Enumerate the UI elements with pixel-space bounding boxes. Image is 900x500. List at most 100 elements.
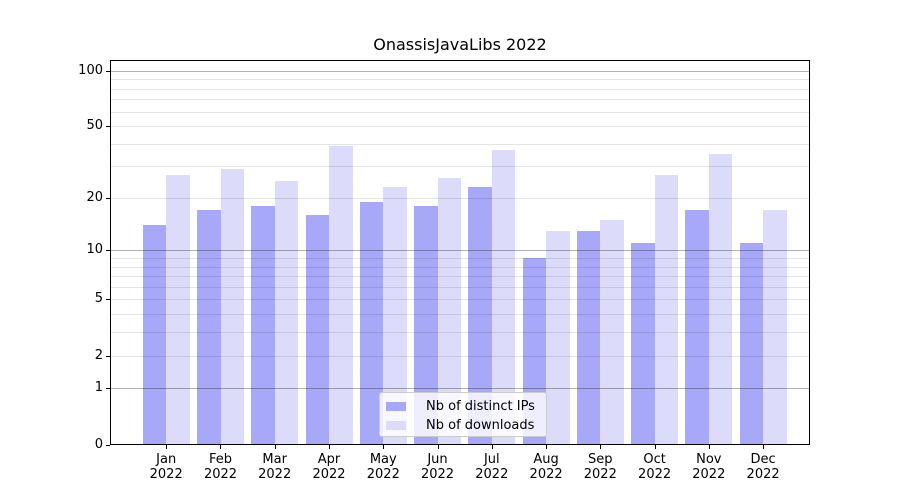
y-tick-mark-1 — [106, 388, 110, 390]
major-gridline-10 — [111, 250, 809, 252]
y-tick-label-5: 5 — [94, 291, 103, 307]
bar-downloads-sep — [600, 219, 624, 444]
x-tick-label-nov: Nov 2022 — [681, 452, 737, 482]
x-tick-mark-oct — [655, 445, 656, 449]
y-tick-label-1: 1 — [94, 380, 103, 396]
bar-downloads-jun — [437, 177, 461, 444]
x-tick-mark-feb — [220, 445, 221, 449]
y-tick-label-100: 100 — [78, 62, 103, 78]
x-tick-mark-jan — [166, 445, 167, 449]
x-tick-year: 2022 — [366, 467, 400, 482]
x-tick-mark-apr — [329, 445, 330, 449]
bar-downloads-jul — [491, 149, 516, 444]
x-tick-month: May — [369, 452, 397, 467]
y-tick-label-2: 2 — [94, 347, 103, 363]
bar-ips-sep — [576, 230, 601, 444]
x-tick-year: 2022 — [312, 467, 346, 482]
x-tick-month: Jan — [156, 452, 177, 467]
y-tick-mark-0 — [106, 444, 110, 446]
legend-row-downloads: Nb of downloads — [386, 416, 546, 435]
x-tick-year: 2022 — [420, 467, 455, 482]
bar-downloads-dec — [763, 210, 787, 444]
minor-gridline-20 — [111, 197, 809, 199]
y-tick-label-20: 20 — [86, 189, 103, 205]
y-tick-mark-50 — [106, 126, 110, 127]
x-tick-mark-dec — [763, 445, 764, 449]
y-tick-label-0: 0 — [94, 436, 103, 452]
bar-downloads-feb — [220, 169, 244, 444]
x-tick-label-jun: Jun 2022 — [410, 452, 466, 482]
x-tick-label-dec: Dec 2022 — [735, 452, 791, 482]
x-tick-label-mar: Mar 2022 — [247, 452, 303, 482]
legend: Nb of distinct IPs Nb of downloads — [379, 392, 547, 437]
bar-ips-mar — [251, 206, 275, 444]
x-tick-mark-nov — [709, 445, 710, 449]
bar-downloads-may — [383, 187, 407, 444]
minor-gridline-90 — [111, 79, 809, 81]
bar-ips-nov — [685, 210, 709, 444]
y-tick-mark-100 — [106, 70, 110, 72]
minor-gridline-4 — [111, 314, 809, 316]
bar-ips-jul — [468, 187, 492, 444]
x-tick-year: 2022 — [149, 467, 183, 482]
minor-gridline-2 — [111, 355, 809, 357]
bar-ips-jan — [142, 225, 167, 444]
x-tick-year: 2022 — [746, 467, 780, 482]
minor-gridline-5 — [111, 299, 809, 301]
x-tick-month: Dec — [750, 452, 776, 467]
x-tick-year: 2022 — [258, 467, 292, 482]
x-tick-month: Sep — [588, 452, 613, 467]
x-tick-mark-sep — [600, 445, 601, 449]
x-tick-label-apr: Apr 2022 — [301, 452, 357, 482]
x-tick-year: 2022 — [203, 467, 238, 482]
minor-gridline-6 — [111, 286, 809, 288]
x-tick-month: Mar — [262, 452, 287, 467]
bar-downloads-mar — [274, 180, 299, 444]
bar-ips-jun — [414, 206, 438, 444]
x-tick-label-sep: Sep 2022 — [572, 452, 628, 482]
bar-ips-may — [359, 201, 384, 444]
y-tick-mark-5 — [106, 299, 110, 301]
x-tick-mark-may — [383, 445, 384, 449]
bar-ips-dec — [739, 243, 764, 444]
x-tick-mark-mar — [275, 445, 276, 449]
minor-gridline-3 — [111, 332, 809, 334]
minor-gridline-70 — [111, 99, 809, 101]
legend-label-ips: Nb of distinct IPs — [426, 399, 535, 414]
x-tick-label-aug: Aug 2022 — [518, 452, 574, 482]
minor-gridline-40 — [111, 143, 809, 145]
x-tick-mark-jul — [492, 445, 493, 449]
y-tick-mark-20 — [106, 197, 110, 199]
y-tick-label-50: 50 — [86, 118, 103, 133]
y-tick-label-10: 10 — [86, 242, 103, 258]
minor-gridline-80 — [111, 88, 809, 90]
x-tick-label-oct: Oct 2022 — [627, 452, 683, 482]
x-tick-year: 2022 — [475, 467, 509, 482]
x-tick-label-feb: Feb 2022 — [193, 452, 249, 482]
legend-swatch-downloads — [386, 421, 406, 430]
y-tick-mark-10 — [106, 250, 110, 252]
bar-downloads-aug — [546, 230, 570, 444]
x-tick-label-jan: Jan 2022 — [138, 452, 194, 482]
x-tick-year: 2022 — [638, 467, 672, 482]
legend-label-downloads: Nb of downloads — [426, 418, 535, 433]
bar-ips-oct — [631, 243, 655, 444]
x-tick-label-jul: Jul 2022 — [464, 452, 520, 482]
x-tick-year: 2022 — [692, 467, 726, 482]
bar-downloads-nov — [708, 154, 733, 444]
major-gridline-1 — [111, 388, 809, 390]
x-tick-month: Jun — [427, 452, 448, 467]
minor-gridline-9 — [111, 258, 809, 259]
x-tick-month: Oct — [643, 452, 666, 467]
bar-downloads-jan — [166, 174, 190, 444]
x-tick-year: 2022 — [529, 467, 563, 482]
x-tick-mark-jun — [438, 445, 439, 449]
x-tick-month: Nov — [696, 452, 722, 467]
bar-downloads-apr — [329, 145, 353, 444]
chart-title: OnassisJavaLibs 2022 — [373, 35, 547, 54]
major-gridline-100 — [111, 70, 809, 72]
minor-gridline-50 — [111, 126, 809, 127]
bar-downloads-oct — [654, 174, 679, 444]
bar-ips-apr — [305, 215, 329, 444]
